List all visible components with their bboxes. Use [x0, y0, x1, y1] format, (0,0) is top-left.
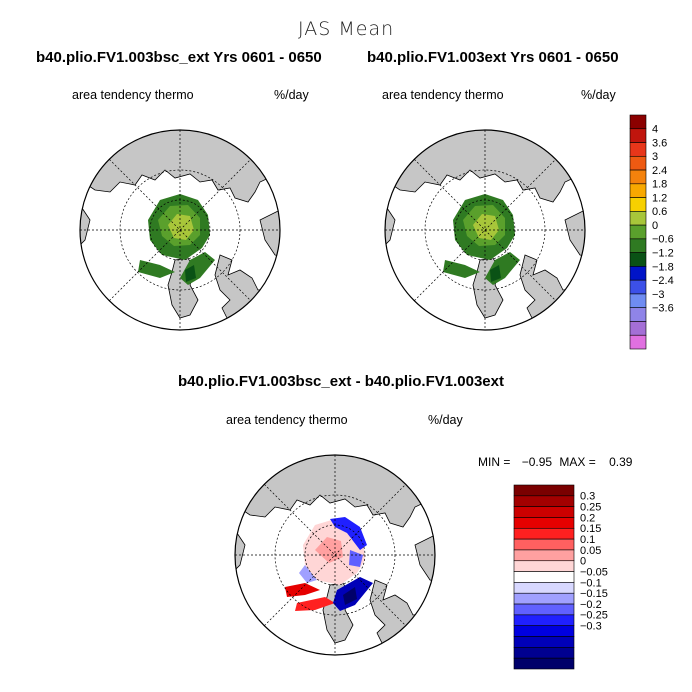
- colorbar-swatch: [513, 657, 575, 670]
- colorbar-tick-label: −0.3: [580, 621, 602, 633]
- polar-map-3: [234, 454, 436, 656]
- colorbar-swatch: [629, 128, 647, 143]
- colorbar-swatch: [629, 334, 647, 350]
- colorbar-tick-label: 1.2: [652, 192, 667, 204]
- panel1-units-label: %/day: [274, 88, 309, 102]
- colorbar-swatch: [629, 183, 647, 198]
- colorbar-2: 0.30.250.20.150.10.050−0.05−0.1−0.15−0.2…: [513, 484, 608, 670]
- colorbar-swatch: [513, 603, 575, 616]
- colorbar-tick-label: 4: [652, 124, 658, 136]
- colorbar-swatch: [513, 506, 575, 518]
- colorbar-swatch: [629, 307, 647, 322]
- colorbar-swatch: [513, 538, 575, 551]
- colorbar-swatch: [629, 252, 647, 267]
- colorbar-swatch: [629, 142, 647, 157]
- min-label: MIN =: [478, 455, 511, 469]
- panel1-title: b40.plio.FV1.003bsc_ext Yrs 0601 - 0650: [36, 49, 322, 66]
- colorbar-swatch: [513, 527, 575, 540]
- colorbar-swatch: [629, 224, 647, 240]
- colorbar-swatch: [513, 560, 575, 572]
- page-title: JAS Mean: [298, 18, 395, 40]
- ice-tendency-field-2: [443, 194, 520, 285]
- colorbar-swatch: [513, 636, 575, 648]
- colorbar-swatch: [629, 197, 647, 212]
- colorbar-tick-label: −0.2: [580, 599, 602, 611]
- colorbar-swatch: [513, 484, 575, 497]
- colorbar-tick-label: −2.4: [652, 275, 674, 287]
- colorbar-tick-label: −0.6: [652, 234, 674, 246]
- polar-map-1: [79, 129, 281, 331]
- max-value: 0.39: [609, 455, 633, 469]
- colorbar-tick-label: 0.2: [580, 512, 595, 524]
- colorbar-swatch: [513, 495, 575, 507]
- colorbar-swatch: [629, 211, 647, 226]
- max-label: MAX =: [559, 455, 596, 469]
- panel3-variable-label: area tendency thermo: [226, 413, 348, 427]
- colorbar-tick-label: 0.05: [580, 545, 601, 557]
- panel2-units-label: %/day: [581, 88, 616, 102]
- colorbar-swatch: [629, 266, 647, 281]
- colorbar-tick-label: −1.8: [652, 261, 674, 273]
- panel2-variable-label: area tendency thermo: [382, 88, 504, 102]
- colorbar-swatch: [629, 155, 647, 171]
- ice-tendency-field-1: [138, 194, 215, 285]
- colorbar-swatch: [513, 614, 575, 627]
- colorbar-swatch: [513, 549, 575, 562]
- colorbar-swatch: [629, 238, 647, 253]
- colorbar-tick-label: 2.4: [652, 165, 667, 177]
- colorbar-tick-label: 3.6: [652, 137, 667, 149]
- colorbar-swatch: [513, 582, 575, 594]
- panel2-title: b40.plio.FV1.003ext Yrs 0601 - 0650: [367, 49, 619, 66]
- difference-field: [285, 517, 373, 611]
- colorbar-tick-label: −1.2: [652, 247, 674, 259]
- colorbar-tick-label: 0.15: [580, 523, 601, 535]
- colorbar-tick-label: 0: [580, 556, 586, 568]
- colorbar-tick-label: −0.1: [580, 577, 602, 589]
- colorbar-swatch: [513, 517, 575, 529]
- colorbar-tick-label: 0.1: [580, 534, 595, 546]
- min-value: −0.95: [521, 455, 553, 469]
- minmax-readout: MIN = −0.95 MAX = 0.39: [478, 455, 632, 469]
- colorbar-tick-label: 0: [652, 220, 658, 232]
- colorbar-tick-label: 1.8: [652, 179, 667, 191]
- colorbar-swatch: [513, 647, 575, 659]
- colorbar-swatch: [629, 114, 647, 130]
- colorbar-tick-label: 0.6: [652, 206, 667, 218]
- colorbar-tick-label: 0.25: [580, 501, 601, 513]
- colorbar-swatch: [629, 293, 647, 309]
- polar-map-2: [384, 129, 586, 331]
- colorbar-tick-label: −0.25: [580, 610, 608, 622]
- colorbar-tick-label: −0.05: [580, 566, 608, 578]
- panel1-variable-label: area tendency thermo: [72, 88, 194, 102]
- colorbar-tick-label: 3: [652, 151, 658, 163]
- colorbar-tick-label: −3: [652, 289, 665, 301]
- colorbar-swatch: [513, 625, 575, 637]
- colorbar-swatch: [513, 571, 575, 583]
- colorbar-1: 43.6 3 2.4 1.81.2 0.6 0 −0.6−1.2 −1.8 −2.4 −3 −3.6: [629, 114, 674, 350]
- colorbar-swatch: [629, 169, 647, 185]
- panel3-title: b40.plio.FV1.003bsc_ext - b40.plio.FV1.0…: [178, 373, 504, 390]
- colorbar-tick-label: −0.15: [580, 588, 608, 600]
- colorbar-swatch: [513, 592, 575, 605]
- colorbar-swatch: [629, 321, 647, 336]
- colorbar-tick-label: 0.3: [580, 491, 595, 503]
- colorbar-tick-label: −3.6: [652, 303, 674, 315]
- colorbar-swatch: [629, 279, 647, 295]
- panel3-units-label: %/day: [428, 413, 463, 427]
